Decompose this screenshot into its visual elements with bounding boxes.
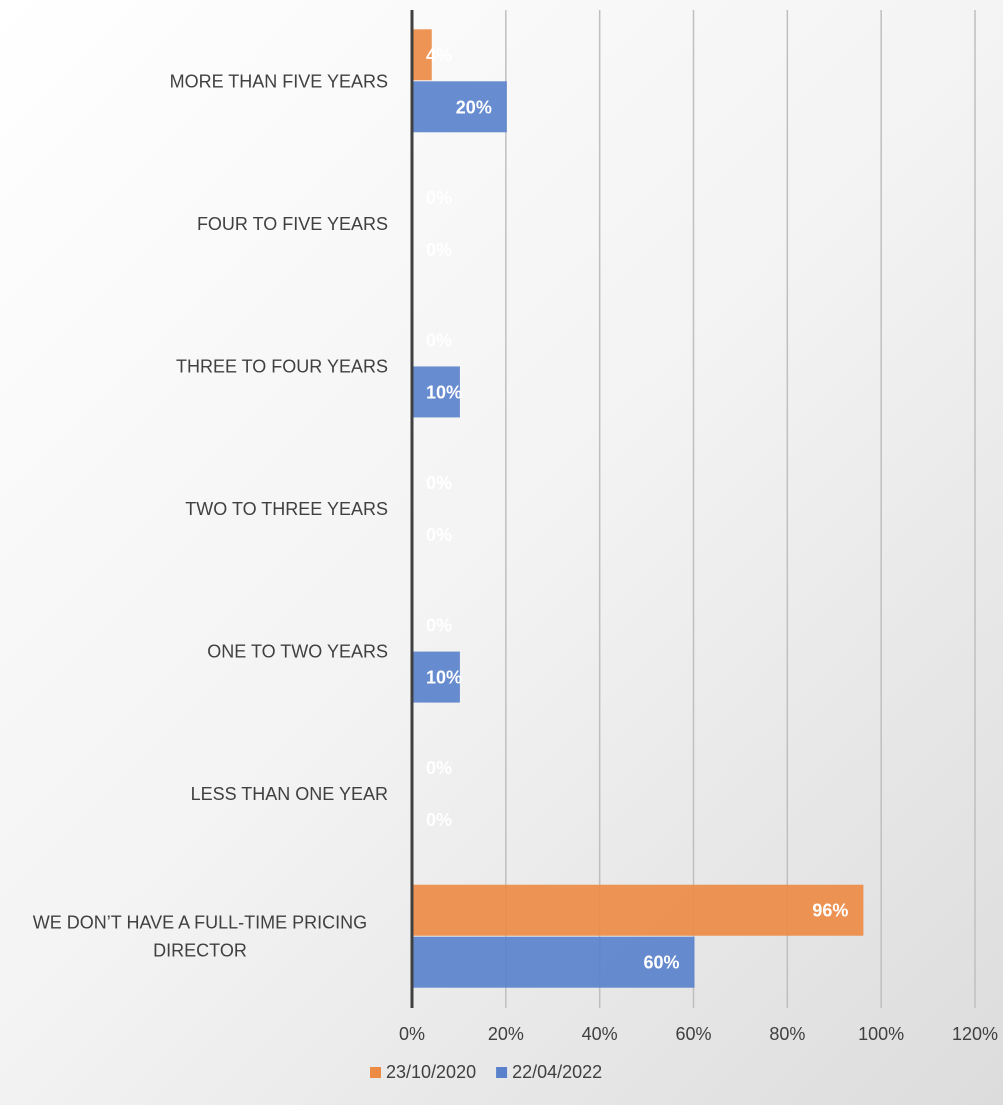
category-label: FOUR TO FIVE YEARS	[197, 214, 388, 234]
bar-series-2020	[413, 884, 864, 936]
category-label: ONE TO TWO YEARS	[207, 642, 388, 662]
data-label: 60%	[643, 953, 679, 973]
data-label: 20%	[456, 97, 492, 117]
bar-series-2022	[413, 936, 695, 988]
x-tick-label: 100%	[858, 1024, 904, 1044]
data-label: 10%	[426, 668, 462, 688]
bars	[413, 29, 864, 988]
legend: 23/10/2020 22/04/2022	[370, 1062, 602, 1082]
data-label: 0%	[426, 188, 452, 208]
legend-swatch	[370, 1067, 381, 1078]
data-label: 0%	[426, 473, 452, 493]
category-label: LESS THAN ONE YEAR	[191, 784, 388, 804]
data-label: 0%	[426, 616, 452, 636]
bar-series-2022	[413, 366, 460, 418]
legend-swatch	[496, 1067, 508, 1078]
category-labels: MORE THAN FIVE YEARS FOUR TO FIVE YEARS TH…	[33, 71, 388, 960]
x-tick-label: 20%	[488, 1024, 524, 1044]
category-label: WE DON’T HAVE A FULL-TIME PRICING DIRECTO…	[33, 913, 367, 961]
bar-series-2020	[413, 29, 432, 81]
category-label: THREE TO FOUR YEARS	[176, 356, 388, 376]
data-label: 96%	[812, 901, 848, 921]
legend-label: 22/04/2022	[512, 1062, 602, 1082]
data-label: 0%	[426, 525, 452, 545]
data-label: 0%	[426, 240, 452, 260]
data-label: 0%	[426, 330, 452, 350]
legend-label: 23/10/2020	[386, 1062, 476, 1082]
x-tick-label: 120%	[952, 1024, 998, 1044]
x-tick-label: 80%	[769, 1024, 805, 1044]
x-tick-label: 40%	[582, 1024, 618, 1044]
bar-series-2022	[413, 81, 507, 133]
data-labels: 4% 20% 0% 0% 0% 10% 0% 0% 0% 10% 0% 0% 96% 60%	[426, 45, 848, 972]
gridlines	[505, 10, 976, 1008]
x-tick-label: 60%	[675, 1024, 711, 1044]
category-label: MORE THAN FIVE YEARS	[170, 71, 388, 91]
data-label: 0%	[426, 810, 452, 830]
x-axis-tick-labels: 0% 20% 40% 60% 80% 100% 120%	[399, 1024, 998, 1044]
category-label: TWO TO THREE YEARS	[185, 499, 388, 519]
data-label: 0%	[426, 758, 452, 778]
bar-series-2022	[413, 651, 460, 703]
x-tick-label: 0%	[399, 1024, 425, 1044]
data-label: 4%	[426, 45, 452, 65]
data-label: 10%	[426, 382, 462, 402]
